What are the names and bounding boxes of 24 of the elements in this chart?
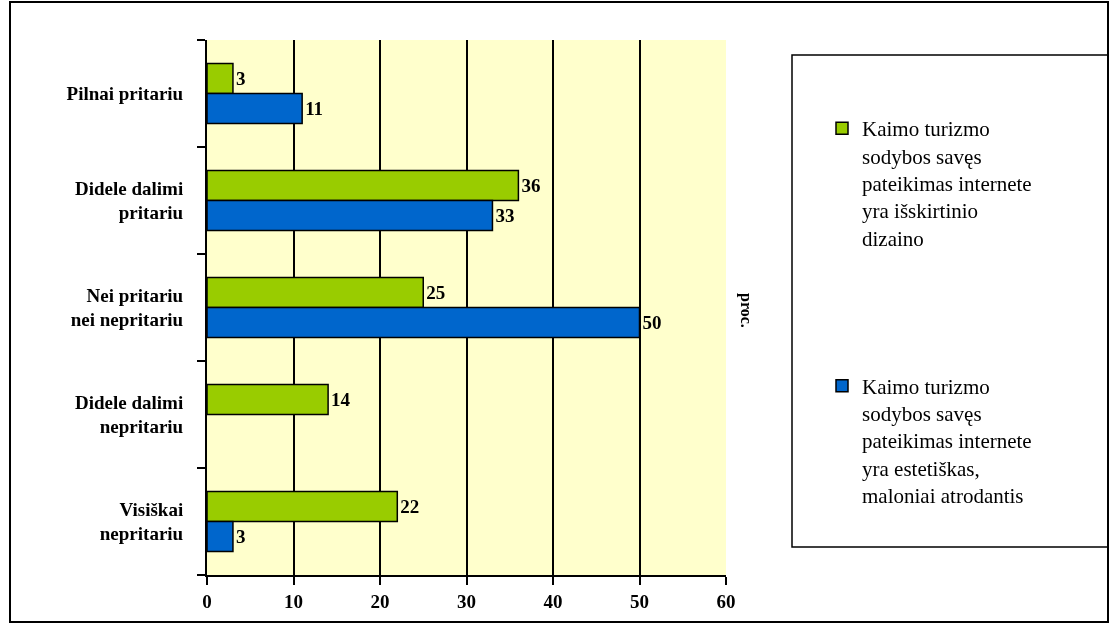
data-label: 22 bbox=[400, 496, 420, 518]
y-tick-label: Visiškai nepritariu bbox=[99, 498, 184, 545]
data-label: 50 bbox=[642, 311, 662, 333]
y-tick-label: Pilnai pritariu bbox=[66, 83, 184, 105]
text: proc. bbox=[737, 293, 755, 328]
y-tick-label: Nei pritariu nei nepritariu bbox=[70, 284, 184, 331]
data-label: 3 bbox=[235, 68, 246, 90]
x-tick-label: 10 bbox=[284, 590, 303, 612]
data-label: 14 bbox=[331, 389, 351, 411]
x-tick-label: 60 bbox=[716, 590, 736, 612]
y-tick-label: Didele dalimi pritariu bbox=[75, 177, 184, 224]
legend-label: Kaimo turizmo sodybos savęs pateikimas internete yra išskirtinio dizaino bbox=[862, 117, 1032, 251]
data-label: 11 bbox=[305, 97, 324, 119]
data-label: 25 bbox=[426, 282, 446, 304]
x-tick-label: 50 bbox=[630, 590, 649, 612]
data-label: 36 bbox=[521, 175, 541, 197]
legend-label: Kaimo turizmo sodybos savęs pateikimas internete yra estetiškas, maloniai atrodantis bbox=[862, 374, 1032, 509]
x-tick-label: 0 bbox=[202, 590, 212, 612]
data-label: 33 bbox=[495, 204, 515, 226]
y-tick-label: Didele dalimi nepritariu bbox=[75, 391, 184, 438]
x-tick-label: 20 bbox=[370, 590, 390, 612]
x-tick-label: 40 bbox=[543, 590, 563, 612]
data-label: 3 bbox=[235, 525, 246, 547]
x-tick-label: 30 bbox=[457, 590, 476, 612]
